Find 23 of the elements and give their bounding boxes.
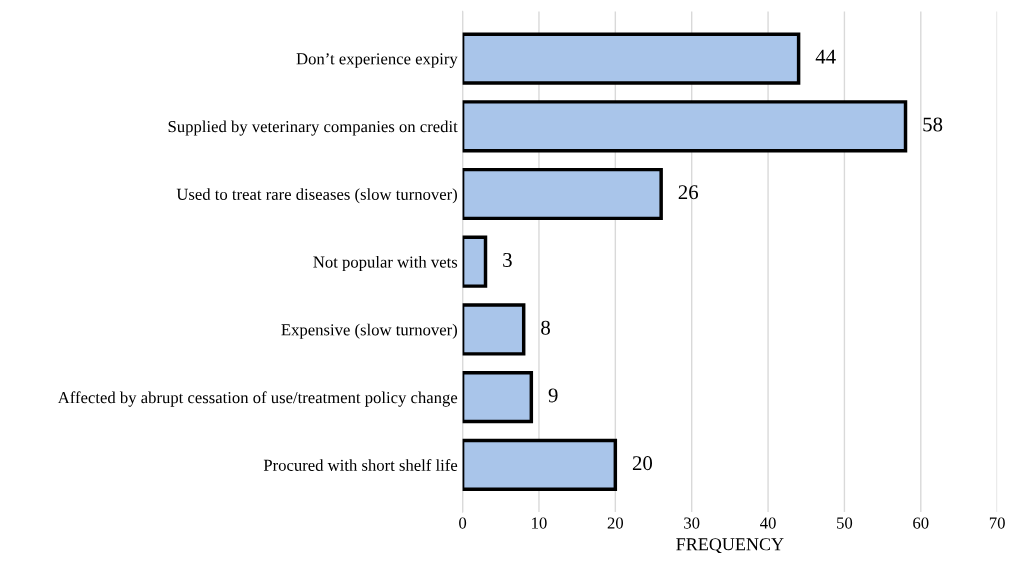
x-axis-title: FREQUENCY xyxy=(676,538,784,554)
x-tick-label: 10 xyxy=(532,517,547,529)
x-tick-label: 60 xyxy=(913,517,929,529)
y-tick-label: Not popular with vets xyxy=(313,255,458,272)
y-tick-label: Used to treat rare diseases (slow turnover) xyxy=(176,188,457,204)
x-tick-label: 20 xyxy=(607,517,624,529)
data-label: 3 xyxy=(503,252,512,267)
y-tick-label: Procured with short shelf life xyxy=(263,459,458,471)
x-tick-label: 0 xyxy=(459,517,467,529)
y-tick-label: Supplied by veterinary companies on credit xyxy=(168,120,458,136)
data-label: 20 xyxy=(632,456,653,471)
y-tick-label: Don’t experience expiry xyxy=(296,53,458,68)
data-label: 26 xyxy=(678,185,699,200)
x-tick-label: 70 xyxy=(989,517,1005,529)
x-tick-label: 50 xyxy=(837,517,853,529)
data-label: 8 xyxy=(541,320,550,335)
x-tick-label: 30 xyxy=(684,517,700,529)
y-tick-label: Expensive (slow turnover) xyxy=(281,323,458,339)
y-tick-label: Affected by abrupt cessation of use/treatment policy change xyxy=(57,391,458,407)
x-tick-label: 40 xyxy=(760,517,776,529)
data-label: 44 xyxy=(815,49,836,64)
data-label: 58 xyxy=(923,117,943,132)
data-label: 9 xyxy=(548,388,558,403)
